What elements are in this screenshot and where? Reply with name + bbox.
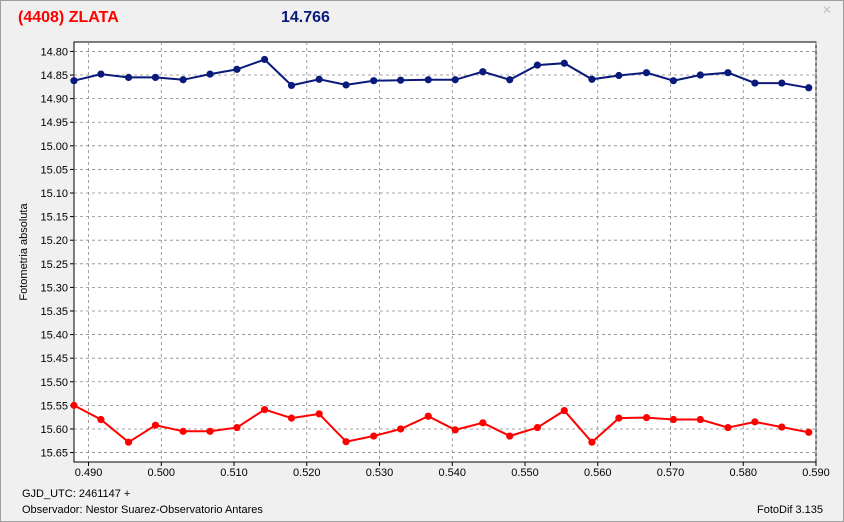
y-tick-label: 15.10 [40,188,68,200]
x-axis-ticks: 0.490 0.500 0.510 0.520 0.530 0.540 0.550 0.560… [75,462,830,479]
x-tick-label: 0.550 [511,467,539,479]
y-tick-label: 15.00 [40,141,68,153]
data-point [588,439,595,446]
data-point [588,76,595,83]
data-point [180,76,187,83]
data-point [152,422,159,429]
y-tick-label: 15.65 [40,448,68,460]
x-tick-label: 0.580 [729,467,757,479]
x-tick-label: 0.490 [75,467,103,479]
data-point [534,62,541,69]
data-point [643,69,650,76]
y-tick-label: 14.90 [40,94,68,106]
data-point [70,77,77,84]
y-tick-label: 15.40 [40,330,68,342]
x-tick-label: 0.530 [366,467,394,479]
data-point [643,414,650,421]
y-axis-label: Fotometria absoluta [18,203,30,301]
data-point [316,410,323,417]
data-point [125,439,132,446]
data-point [534,424,541,431]
data-point [751,418,758,425]
data-point [479,419,486,426]
data-point [261,406,268,413]
data-point [97,70,104,77]
x-tick-label: 0.500 [148,467,176,479]
data-point [561,60,568,67]
data-point [561,407,568,414]
data-point [206,70,213,77]
data-point [778,79,785,86]
data-point [479,68,486,75]
data-point [778,423,785,430]
data-point [342,438,349,445]
data-point [288,415,295,422]
data-point [206,428,213,435]
y-tick-label: 14.80 [40,46,68,58]
version-label: FotoDif 3.135 [757,504,823,516]
x-tick-label: 0.540 [439,467,467,479]
data-point [152,74,159,81]
data-point [724,69,731,76]
data-point [751,79,758,86]
data-point [615,72,622,79]
data-point [70,402,77,409]
data-point [805,429,812,436]
observer-label: Observador: Nestor Suarez-Observatorio A… [22,504,263,516]
data-point [370,432,377,439]
y-tick-label: 15.55 [40,400,68,412]
data-point [97,416,104,423]
y-tick-label: 15.60 [40,424,68,436]
data-point [233,424,240,431]
y-tick-label: 14.85 [40,70,68,82]
data-point [425,76,432,83]
y-axis-ticks: 14.80 14.85 14.90 14.95 15.00 15.05 15.10 15.15… [40,46,74,459]
data-point [316,76,323,83]
y-tick-label: 15.45 [40,353,68,365]
data-point [397,425,404,432]
gjd-label: GJD_UTC: 2461147 + [22,488,130,500]
data-point [805,84,812,91]
y-tick-label: 15.50 [40,377,68,389]
data-point [506,76,513,83]
x-tick-label: 0.520 [293,467,321,479]
x-tick-label: 0.510 [220,467,248,479]
data-point [452,426,459,433]
y-tick-label: 15.35 [40,306,68,318]
data-point [697,71,704,78]
data-point [288,82,295,89]
data-point [370,77,377,84]
data-point [697,416,704,423]
data-point [425,413,432,420]
y-tick-label: 15.20 [40,235,68,247]
x-tick-label: 0.590 [802,467,830,479]
data-point [342,81,349,88]
y-tick-label: 15.15 [40,212,68,224]
x-tick-label: 0.560 [584,467,612,479]
y-tick-label: 15.25 [40,259,68,271]
y-tick-label: 15.05 [40,164,68,176]
data-point [233,66,240,73]
data-point [397,77,404,84]
data-point [724,424,731,431]
data-point [180,428,187,435]
plot-area [74,42,816,462]
data-point [452,76,459,83]
data-point [670,77,677,84]
y-tick-label: 15.30 [40,282,68,294]
x-tick-label: 0.570 [657,467,685,479]
data-point [125,74,132,81]
y-tick-label: 14.95 [40,117,68,129]
data-point [615,415,622,422]
data-point [670,416,677,423]
data-point [261,56,268,63]
data-point [506,432,513,439]
